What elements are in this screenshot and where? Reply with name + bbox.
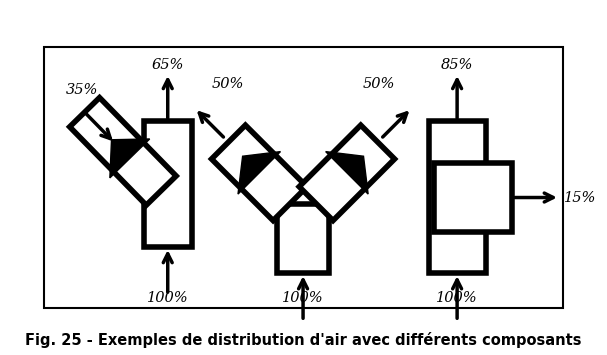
- Polygon shape: [70, 98, 176, 205]
- Text: 100%: 100%: [282, 291, 324, 305]
- Text: 50%: 50%: [362, 77, 395, 91]
- Text: 100%: 100%: [147, 291, 189, 305]
- Bar: [429, 121, 486, 273]
- Text: 65%: 65%: [152, 58, 184, 72]
- Polygon shape: [212, 125, 307, 220]
- Polygon shape: [299, 125, 395, 220]
- Text: 85%: 85%: [441, 58, 473, 72]
- Text: 100%: 100%: [436, 291, 478, 305]
- Polygon shape: [110, 139, 150, 178]
- Text: 50%: 50%: [211, 77, 244, 91]
- Bar: [433, 163, 512, 232]
- Text: 15%: 15%: [564, 191, 597, 204]
- Bar: [144, 121, 192, 247]
- Polygon shape: [326, 152, 368, 194]
- Text: Fig. 25 - Exemples de distribution d'air avec différents composants: Fig. 25 - Exemples de distribution d'air…: [25, 332, 582, 348]
- Polygon shape: [238, 152, 280, 194]
- Bar: [277, 204, 329, 273]
- Text: 35%: 35%: [66, 83, 98, 98]
